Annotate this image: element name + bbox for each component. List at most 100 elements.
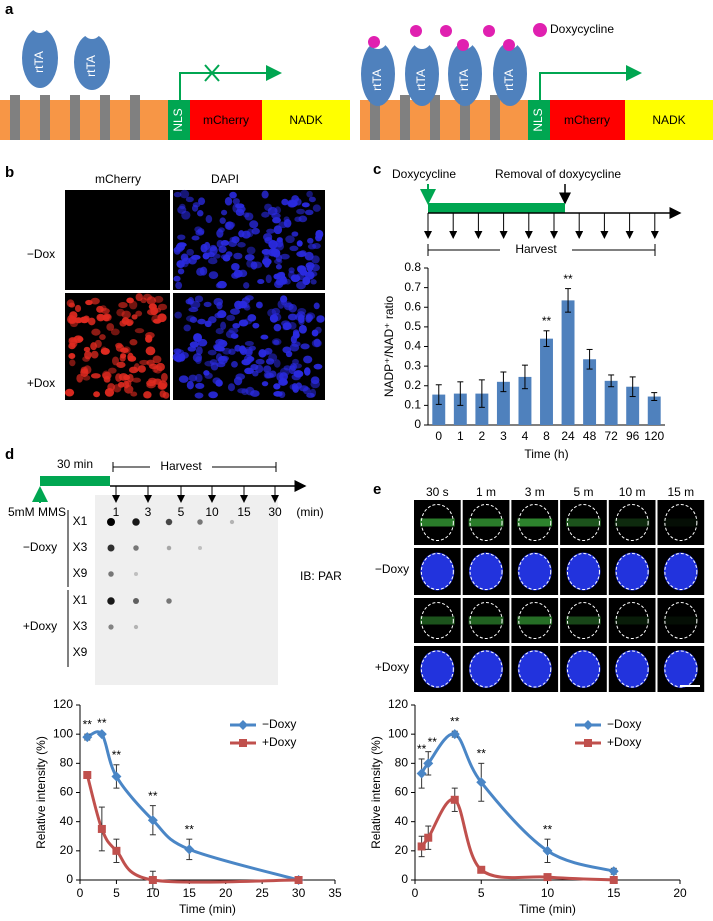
nucleus (218, 245, 227, 253)
nucleus (257, 278, 265, 285)
nucleus (307, 270, 318, 278)
nucleus (119, 347, 129, 353)
nucleus-outline (518, 504, 552, 541)
nucleus (251, 227, 260, 235)
nucleus (74, 304, 82, 313)
nucleus (233, 252, 243, 260)
nucleus (244, 367, 254, 375)
nucleus-outline (420, 650, 454, 688)
nucleus (306, 313, 314, 322)
diagram-left: rtTA rtTA NLS mCherry NADK (0, 15, 350, 140)
nucleus (224, 197, 233, 206)
nucleus (279, 295, 288, 303)
nucleus (311, 255, 320, 264)
nucleus (469, 552, 504, 591)
x-axis-title: Time (min) (519, 902, 576, 916)
timeline-label: 5mM MMS (8, 505, 66, 519)
legend-label: Doxycycline (550, 22, 614, 36)
nucleus (281, 198, 289, 206)
nucleus-outline (566, 650, 600, 688)
blot-dot (133, 624, 139, 630)
nucleus (263, 365, 272, 373)
nucleus (135, 310, 143, 317)
marker (543, 873, 552, 882)
segment-label: mCherry (203, 113, 249, 127)
nucleus (83, 315, 90, 322)
blot-dot (133, 545, 139, 551)
nucleus-outline (420, 602, 454, 639)
nucleus (90, 350, 99, 359)
y-axis-title: Relative intensity (%) (34, 736, 48, 849)
nucleus (207, 257, 218, 265)
timeline-d: 30 min 5mM MMS Harvest (min) (8, 457, 324, 519)
nucleus (303, 355, 313, 364)
annotation: ** (97, 716, 107, 730)
damage-stripe (468, 616, 504, 625)
nucleus (140, 297, 147, 304)
nucleus (219, 217, 226, 224)
x-tick-label: 0 (77, 886, 84, 900)
time-label: 10 (205, 505, 219, 519)
nucleus (615, 650, 650, 688)
x-axis-title: Time (h) (524, 447, 568, 461)
segment-label: NADK (289, 113, 322, 127)
annotation: ** (148, 789, 158, 803)
annotation: ** (185, 822, 195, 836)
nucleus (195, 356, 202, 365)
nucleus (247, 314, 257, 322)
nucleus (132, 377, 141, 383)
nucleus (237, 242, 246, 248)
panel-label: e (373, 481, 381, 498)
nucleus (312, 204, 321, 212)
nucleus (282, 324, 289, 331)
nucleus (294, 216, 302, 222)
nucleus-outline (469, 504, 503, 541)
nucleus (273, 323, 282, 332)
bar (626, 386, 640, 425)
protein-label: rtTA (84, 55, 98, 77)
nucleus (198, 197, 206, 205)
nucleus (230, 308, 240, 315)
timeline-label: Harvest (160, 459, 202, 473)
nucleus (146, 359, 155, 366)
nucleus (188, 374, 198, 382)
x-tick-label: 4 (522, 429, 529, 443)
nucleus (260, 334, 269, 340)
nucleus (197, 338, 208, 347)
nucleus (64, 388, 75, 397)
nucleus (177, 268, 185, 275)
nucleus (304, 367, 311, 376)
micrographs: 30 s 1 m 3 m 5 m 10 m 15 m (414, 485, 705, 692)
x-tick-label: 35 (328, 886, 342, 900)
nucleus-outline (420, 553, 454, 590)
x-tick-label: 25 (255, 886, 269, 900)
nucleus (304, 251, 314, 261)
time-unit: (min) (296, 505, 323, 519)
nucleus (246, 356, 255, 362)
nucleus (66, 299, 75, 308)
annotation: ** (563, 272, 573, 286)
nucleus (273, 258, 283, 265)
nucleus (192, 202, 201, 208)
annotation: ** (112, 748, 122, 762)
x-tick-label: 0 (412, 886, 419, 900)
blot-dot (197, 519, 203, 525)
nucleus (90, 373, 101, 379)
blot-dot (166, 545, 172, 551)
nucleus-outline (615, 602, 649, 639)
marker (82, 732, 93, 743)
nucleus (273, 359, 281, 368)
nucleus (615, 552, 650, 591)
nucleus-outline (664, 602, 698, 639)
protein-label: rtTA (370, 69, 384, 91)
nucleus (420, 552, 455, 591)
blot-dot (198, 546, 202, 550)
nucleus (119, 320, 127, 327)
nucleus (260, 350, 270, 356)
series-line (420, 798, 614, 882)
nucleus (313, 338, 321, 347)
x-tick-label: 5 (478, 886, 485, 900)
marker (148, 876, 157, 884)
nucleus (173, 275, 181, 282)
nucleus (181, 259, 189, 268)
